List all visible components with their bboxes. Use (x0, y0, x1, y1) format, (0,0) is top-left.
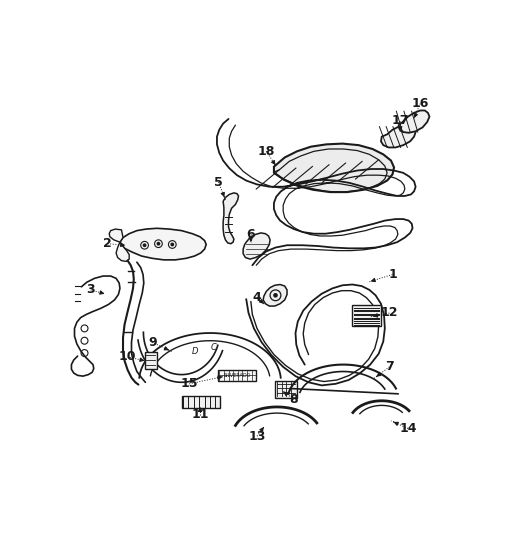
Text: 13: 13 (249, 430, 266, 443)
Polygon shape (116, 242, 129, 261)
Text: 4: 4 (253, 291, 261, 304)
Text: 6: 6 (246, 228, 255, 241)
Circle shape (143, 243, 146, 247)
Text: 1: 1 (388, 268, 397, 281)
Polygon shape (182, 396, 220, 408)
Text: 5: 5 (214, 175, 223, 189)
Polygon shape (263, 285, 287, 306)
Polygon shape (381, 125, 416, 148)
Polygon shape (120, 228, 206, 260)
Text: 2: 2 (103, 237, 112, 250)
Polygon shape (274, 144, 394, 192)
Polygon shape (243, 233, 270, 259)
Text: 11: 11 (191, 408, 209, 421)
Text: 10: 10 (119, 350, 136, 364)
Text: 8: 8 (289, 393, 298, 406)
Text: 3: 3 (86, 284, 95, 296)
Polygon shape (399, 110, 429, 133)
Circle shape (170, 243, 174, 246)
Text: 18: 18 (258, 145, 275, 158)
Text: 14: 14 (399, 422, 417, 435)
Polygon shape (218, 370, 256, 381)
Text: SILVERADO: SILVERADO (223, 373, 251, 378)
Text: 15: 15 (181, 377, 198, 390)
Polygon shape (145, 351, 157, 369)
Polygon shape (276, 381, 297, 398)
Polygon shape (109, 229, 123, 242)
Polygon shape (223, 193, 238, 244)
Text: 7: 7 (385, 360, 394, 374)
Circle shape (273, 293, 278, 297)
Circle shape (156, 242, 161, 246)
Text: 16: 16 (412, 97, 429, 110)
Text: 12: 12 (381, 306, 398, 320)
Text: 9: 9 (148, 336, 156, 349)
Text: C: C (211, 343, 217, 352)
Text: D: D (191, 347, 198, 356)
Text: 17: 17 (392, 114, 409, 127)
Polygon shape (352, 305, 381, 326)
